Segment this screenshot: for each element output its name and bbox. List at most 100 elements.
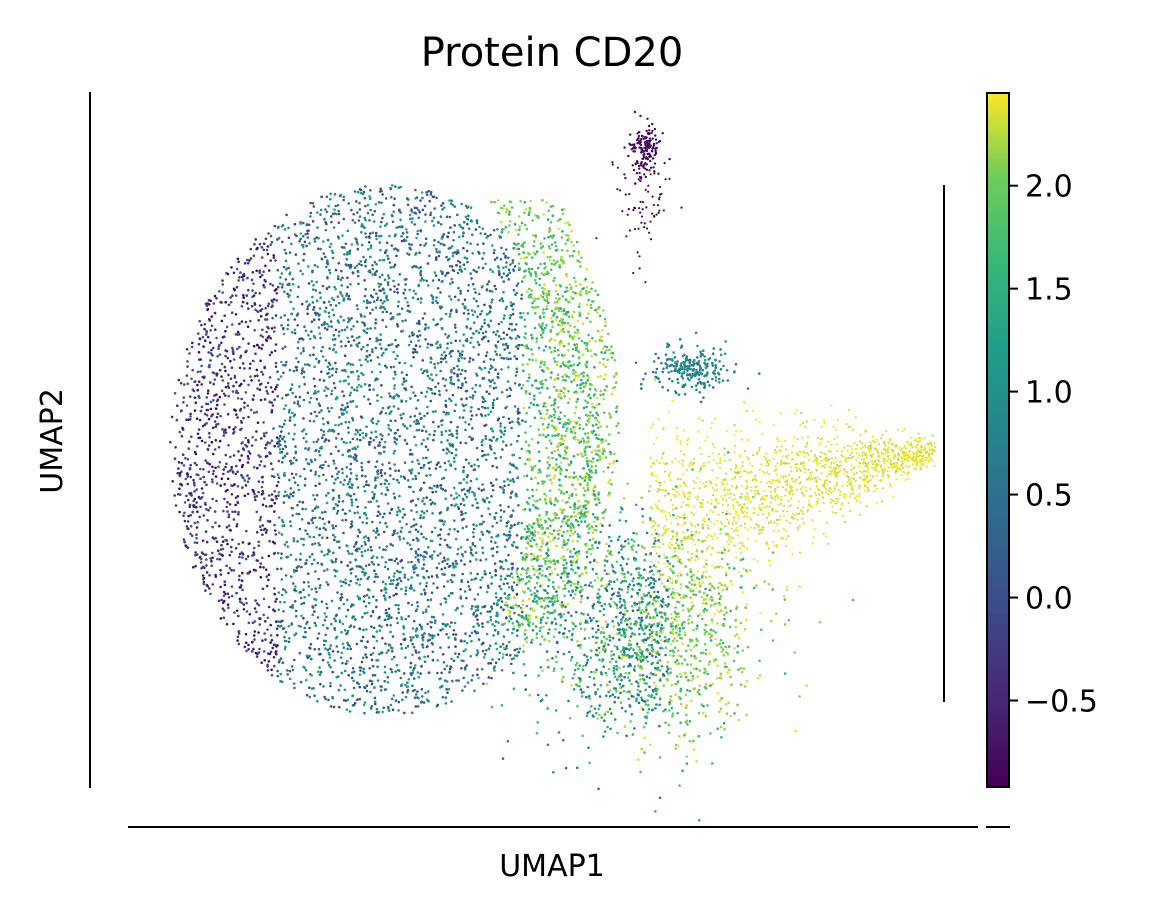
data-point <box>526 312 530 315</box>
data-point <box>324 208 327 211</box>
data-point <box>576 363 580 367</box>
data-point <box>512 268 515 271</box>
data-point <box>267 605 271 609</box>
data-point <box>384 493 388 496</box>
data-point <box>487 662 490 665</box>
data-point <box>378 512 382 516</box>
data-point <box>379 452 383 455</box>
data-point <box>399 218 402 222</box>
data-point <box>502 433 506 436</box>
data-point <box>264 307 268 310</box>
data-point <box>477 331 481 335</box>
data-point <box>525 547 528 550</box>
data-point <box>276 285 280 289</box>
data-point <box>278 448 282 451</box>
data-point <box>423 576 426 580</box>
data-point <box>460 513 463 516</box>
data-point <box>276 669 279 673</box>
data-point <box>500 356 503 360</box>
data-point <box>434 619 437 622</box>
data-point <box>392 575 396 578</box>
data-point <box>450 368 453 372</box>
data-point <box>404 586 408 589</box>
data-point <box>358 208 362 211</box>
data-point <box>296 483 300 487</box>
data-point <box>276 624 280 628</box>
data-point <box>197 332 200 335</box>
data-point <box>185 347 189 351</box>
data-point <box>470 220 473 223</box>
data-point <box>499 485 502 489</box>
data-point <box>319 208 323 212</box>
data-point <box>517 504 520 507</box>
data-point <box>369 255 372 259</box>
data-point <box>408 530 411 534</box>
data-point <box>375 711 379 714</box>
data-point <box>384 197 388 200</box>
data-point <box>344 263 348 266</box>
data-point <box>365 656 368 659</box>
data-point <box>346 647 349 651</box>
data-point <box>391 544 395 547</box>
data-point <box>352 670 356 674</box>
data-point <box>206 461 209 465</box>
data-point <box>394 373 397 376</box>
data-point <box>270 327 274 330</box>
data-point <box>538 572 541 575</box>
data-point <box>387 433 391 436</box>
data-point <box>516 439 519 443</box>
data-point <box>388 558 391 562</box>
data-point <box>260 256 264 259</box>
data-point <box>400 559 404 562</box>
data-point <box>471 674 475 677</box>
data-point <box>207 444 211 447</box>
data-point <box>393 234 397 238</box>
data-point <box>333 626 336 630</box>
data-point <box>324 528 328 531</box>
data-point <box>330 220 333 224</box>
data-point <box>385 366 389 369</box>
data-point <box>473 598 477 601</box>
data-point <box>528 523 531 527</box>
data-point <box>369 312 372 315</box>
data-point <box>355 369 359 373</box>
data-point <box>195 488 198 491</box>
data-point <box>473 544 477 548</box>
data-point <box>234 472 238 476</box>
data-point <box>325 210 329 214</box>
data-point <box>586 419 589 423</box>
data-point <box>401 383 404 386</box>
data-point <box>393 463 396 466</box>
data-point <box>535 340 538 343</box>
data-point <box>458 416 462 419</box>
data-point <box>530 477 533 481</box>
data-point <box>326 322 329 326</box>
data-point <box>496 630 500 634</box>
data-point <box>517 417 520 421</box>
data-point <box>562 492 566 495</box>
data-point <box>362 373 365 377</box>
data-point <box>283 639 287 643</box>
data-point <box>453 573 456 577</box>
data-point <box>262 432 266 435</box>
data-point <box>464 511 467 515</box>
data-point <box>292 461 295 465</box>
data-point <box>452 629 456 632</box>
data-point <box>420 665 423 668</box>
data-point <box>340 560 343 564</box>
data-point <box>299 237 302 241</box>
data-point <box>459 502 463 506</box>
data-point <box>262 566 265 569</box>
data-point <box>489 319 493 323</box>
data-point <box>230 484 233 487</box>
data-point <box>435 256 438 259</box>
data-point <box>205 414 209 417</box>
data-point <box>411 671 415 674</box>
data-point <box>315 440 319 444</box>
data-point <box>466 580 470 584</box>
data-point <box>456 655 460 659</box>
data-point <box>374 231 378 235</box>
data-point <box>350 317 353 320</box>
data-point <box>481 331 485 335</box>
data-point <box>389 579 393 582</box>
